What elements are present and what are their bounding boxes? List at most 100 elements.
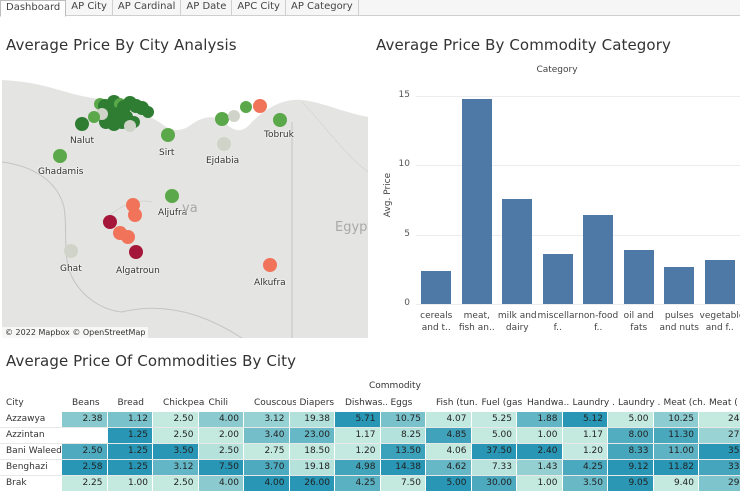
tab-ap-city[interactable]: AP City [66, 0, 113, 16]
city-marker[interactable] [64, 244, 78, 258]
column-header[interactable]: Laundry .. [618, 398, 660, 408]
table-cell[interactable]: 23.00 [289, 428, 334, 443]
table-cell[interactable]: 3.40 [244, 428, 289, 443]
table-cell[interactable]: 8.25 [380, 428, 425, 443]
table-cell[interactable]: 1.20 [562, 444, 607, 459]
table-cell[interactable]: 2.40 [517, 444, 562, 459]
table-cell[interactable]: 3.12 [244, 412, 289, 427]
table-cell[interactable]: 24 [699, 412, 740, 427]
city-marker[interactable] [128, 208, 142, 222]
city-marker[interactable] [253, 99, 267, 113]
table-cell[interactable]: 5.12 [562, 412, 607, 427]
column-header[interactable]: Beans [72, 398, 100, 408]
table-cell[interactable]: 8.00 [608, 428, 653, 443]
table-cell[interactable]: 4.00 [198, 476, 243, 491]
bar[interactable] [461, 98, 492, 304]
table-cell[interactable]: 1.20 [335, 444, 380, 459]
city-marker[interactable] [53, 149, 67, 163]
column-header[interactable]: Meat ( [709, 398, 738, 408]
table-cell[interactable]: 4.07 [426, 412, 471, 427]
table-cell[interactable]: 10.25 [653, 412, 698, 427]
city-marker[interactable] [121, 230, 135, 244]
table-cell[interactable]: 4.98 [335, 460, 380, 475]
city-marker[interactable] [273, 113, 287, 127]
city-marker[interactable] [124, 120, 136, 132]
table-row-city[interactable]: Benghazi [6, 462, 48, 472]
city-marker[interactable] [240, 101, 252, 113]
table-cell[interactable]: 3.12 [153, 460, 198, 475]
column-header[interactable]: Chickpeas [163, 398, 205, 408]
column-header[interactable]: Chili [208, 398, 229, 408]
column-header[interactable]: Handwa.. [527, 398, 569, 408]
table-cell[interactable]: 4.00 [244, 476, 289, 491]
table-cell[interactable]: 7.50 [198, 460, 243, 475]
city-marker[interactable] [165, 189, 179, 203]
city-marker[interactable] [228, 110, 240, 122]
table-cell[interactable]: 1.25 [107, 444, 152, 459]
table-cell[interactable]: 29 [699, 476, 740, 491]
table-cell[interactable]: 26.00 [289, 476, 334, 491]
bar[interactable] [623, 249, 654, 304]
table-cell[interactable]: 11.00 [653, 444, 698, 459]
bar[interactable] [421, 270, 452, 304]
city-markers[interactable] [53, 95, 287, 272]
table-row-city[interactable]: Azzawya [6, 414, 46, 424]
table-cell[interactable]: 19.18 [289, 460, 334, 475]
table-cell[interactable]: 1.00 [517, 428, 562, 443]
bar[interactable] [704, 259, 735, 304]
table-cell[interactable]: 7.50 [380, 476, 425, 491]
table-cell[interactable]: 9.12 [608, 460, 653, 475]
column-header[interactable]: Diapers [299, 398, 335, 408]
table-cell[interactable]: 30.00 [471, 476, 516, 491]
table-cell[interactable]: 2.50 [62, 444, 107, 459]
table-cell[interactable]: 4.85 [426, 428, 471, 443]
table-cell[interactable]: 3.50 [153, 444, 198, 459]
bar[interactable] [583, 215, 614, 304]
table-cell[interactable]: 1.00 [107, 476, 152, 491]
table-cell[interactable]: 1.17 [335, 428, 380, 443]
commodity-price-table[interactable]: Commodity City Beans Bread Chickpeas Chili C… [0, 378, 740, 491]
table-cell[interactable]: 3.50 [562, 476, 607, 491]
table-cell[interactable]: 1.43 [517, 460, 562, 475]
city-marker[interactable] [263, 258, 277, 272]
table-row-city[interactable]: Bani Waleed [6, 446, 62, 456]
column-header[interactable]: Dishwas.. [345, 398, 387, 408]
table-cell[interactable]: 2.58 [62, 460, 107, 475]
column-header[interactable]: Fuel (gas) [481, 398, 524, 408]
table-cell[interactable]: 5.00 [471, 428, 516, 443]
table-cell[interactable] [62, 428, 107, 443]
table-cell[interactable]: 5.25 [471, 412, 516, 427]
table-cell[interactable]: 7.33 [471, 460, 516, 475]
table-cell[interactable]: 1.25 [107, 428, 152, 443]
table-row-city[interactable]: Brak [6, 478, 27, 488]
city-marker[interactable] [88, 111, 100, 123]
table-cell[interactable]: 1.25 [107, 460, 152, 475]
table-cell[interactable]: 2.50 [198, 444, 243, 459]
table-cell[interactable]: 2.50 [153, 428, 198, 443]
category-bar-chart[interactable]: Category Avg. Price 0 5 10 15 cereals and t.… [374, 62, 740, 344]
table-cell[interactable]: 3.70 [244, 460, 289, 475]
table-cell[interactable]: 2.50 [153, 412, 198, 427]
table-cell[interactable]: 4.25 [335, 476, 380, 491]
table-cell[interactable]: 5.00 [426, 476, 471, 491]
table-cell[interactable]: 35 [699, 444, 740, 459]
bar[interactable] [502, 198, 533, 304]
city-marker[interactable] [129, 245, 143, 259]
table-cell[interactable]: 2.00 [198, 428, 243, 443]
tab-ap-date[interactable]: AP Date [181, 0, 233, 16]
table-cell[interactable]: 5.71 [335, 412, 380, 427]
tab-dashboard[interactable]: Dashboard [0, 0, 67, 17]
table-cell[interactable]: 4.00 [198, 412, 243, 427]
table-cell[interactable]: 37.50 [471, 444, 516, 459]
table-cell[interactable]: 10.75 [380, 412, 425, 427]
table-cell[interactable]: 19.38 [289, 412, 334, 427]
table-cell[interactable]: 2.50 [153, 476, 198, 491]
table-cell[interactable]: 33 [699, 460, 740, 475]
column-header[interactable]: Couscous [254, 398, 296, 408]
city-marker[interactable] [75, 117, 89, 131]
table-cell[interactable]: 27 [699, 428, 740, 443]
table-cell[interactable]: 8.33 [608, 444, 653, 459]
table-cell[interactable]: 11.82 [653, 460, 698, 475]
bar[interactable] [542, 254, 573, 304]
tab-ap-category[interactable]: AP Category [286, 0, 359, 16]
